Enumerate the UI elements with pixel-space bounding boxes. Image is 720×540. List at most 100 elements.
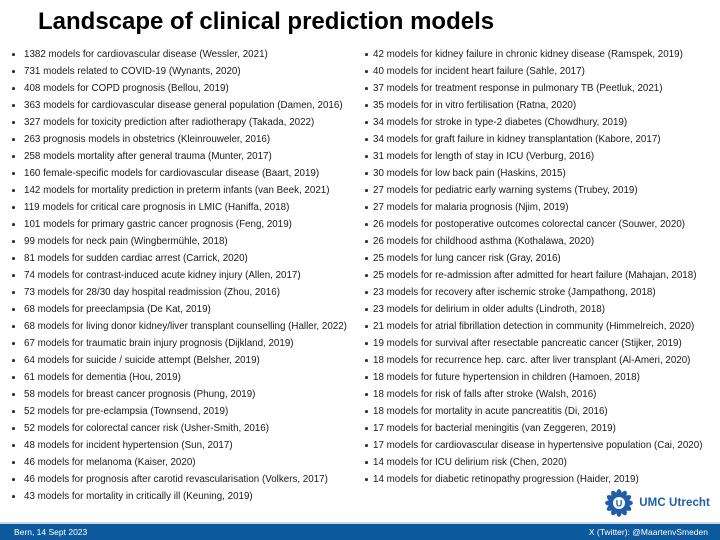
list-item: 18 models for mortality in acute pancrea… <box>364 403 716 420</box>
list-item-text: 74 models for contrast-induced acute kid… <box>24 270 301 281</box>
list-item-text: 37 models for treatment response in pulm… <box>373 83 663 94</box>
list-item-text: 258 models mortality after general traum… <box>24 151 272 162</box>
list-item: 30 models for low back pain (Haskins, 20… <box>364 165 716 182</box>
list-item: 17 models for bacterial meningitis (van … <box>364 420 716 437</box>
bullet-icon <box>12 444 15 447</box>
list-item-text: 26 models for childhood asthma (Kothalaw… <box>373 236 595 247</box>
list-item-text: 30 models for low back pain (Haskins, 20… <box>373 168 566 179</box>
footer-bar: Bern, 14 Sept 2023 X (Twitter): @Maarten… <box>0 522 720 540</box>
bullet-icon <box>365 223 368 226</box>
footer-date: Bern, 14 Sept 2023 <box>14 527 88 537</box>
bullet-icon <box>12 325 15 328</box>
footer-twitter-handle: X (Twitter): @MaartenvSmeden <box>588 527 708 537</box>
list-item: 34 models for graft failure in kidney tr… <box>364 131 716 148</box>
list-item-text: 18 models for risk of falls after stroke… <box>373 389 597 400</box>
bullet-icon <box>12 359 15 362</box>
list-item: 37 models for treatment response in pulm… <box>364 80 716 97</box>
list-item: 23 models for recovery after ischemic st… <box>364 284 716 301</box>
bullet-icon <box>365 87 368 90</box>
bullet-icon <box>12 393 15 396</box>
list-item-text: 81 models for sudden cardiac arrest (Car… <box>24 253 248 264</box>
bullet-icon <box>365 206 368 209</box>
list-item: 363 models for cardiovascular disease ge… <box>11 97 361 114</box>
list-item: 14 models for diabetic retinopathy progr… <box>364 471 716 488</box>
list-item: 25 models for re-admission after admitte… <box>364 267 716 284</box>
list-item: 263 prognosis models in obstetrics (Klei… <box>11 131 361 148</box>
bullet-icon <box>12 172 15 175</box>
list-item-text: 73 models for 28/30 day hospital readmis… <box>24 287 280 298</box>
list-item: 48 models for incident hypertension (Sun… <box>11 437 361 454</box>
bullet-icon <box>365 240 368 243</box>
list-item-text: 17 models for bacterial meningitis (van … <box>373 423 616 434</box>
list-item: 35 models for in vitro fertilisation (Ra… <box>364 97 716 114</box>
list-item-text: 101 models for primary gastric cancer pr… <box>24 219 292 230</box>
list-item: 408 models for COPD prognosis (Bellou, 2… <box>11 80 361 97</box>
list-item: 61 models for dementia (Hou, 2019) <box>11 369 361 386</box>
list-item: 731 models related to COVID-19 (Wynants,… <box>11 63 361 80</box>
bullet-icon <box>365 393 368 396</box>
page-title: Landscape of clinical prediction models <box>38 8 495 35</box>
list-item: 46 models for melanoma (Kaiser, 2020) <box>11 454 361 471</box>
bullet-columns: 1382 models for cardiovascular disease (… <box>0 46 720 516</box>
bullet-icon <box>365 70 368 73</box>
list-item-text: 64 models for suicide / suicide attempt … <box>24 355 260 366</box>
list-item: 142 models for mortality prediction in p… <box>11 182 361 199</box>
list-item: 31 models for length of stay in ICU (Ver… <box>364 148 716 165</box>
list-item-text: 25 models for lung cancer risk (Gray, 20… <box>373 253 561 264</box>
list-item: 58 models for breast cancer prognosis (P… <box>11 386 361 403</box>
list-item: 27 models for pediatric early warning sy… <box>364 182 716 199</box>
bullet-icon <box>365 461 368 464</box>
bullet-icon <box>12 495 15 498</box>
bullet-icon <box>365 257 368 260</box>
list-item: 160 female-specific models for cardiovas… <box>11 165 361 182</box>
list-item-text: 42 models for kidney failure in chronic … <box>373 49 683 60</box>
list-item-text: 23 models for recovery after ischemic st… <box>373 287 656 298</box>
list-item: 46 models for prognosis after carotid re… <box>11 471 361 488</box>
bullet-icon <box>12 240 15 243</box>
list-item: 26 models for childhood asthma (Kothalaw… <box>364 233 716 250</box>
bullet-icon <box>12 342 15 345</box>
logo-letter: U <box>616 498 623 508</box>
list-item-text: 263 prognosis models in obstetrics (Klei… <box>24 134 271 145</box>
bullet-icon <box>12 70 15 73</box>
bullet-icon <box>12 53 15 56</box>
bullet-icon <box>365 155 368 158</box>
list-item: 119 models for critical care prognosis i… <box>11 199 361 216</box>
bullet-icon <box>12 376 15 379</box>
bullet-icon <box>12 121 15 124</box>
bullet-icon <box>365 359 368 362</box>
bullet-icon <box>365 104 368 107</box>
list-item-text: 58 models for breast cancer prognosis (P… <box>24 389 256 400</box>
list-item: 73 models for 28/30 day hospital readmis… <box>11 284 361 301</box>
list-item: 68 models for living donor kidney/liver … <box>11 318 361 335</box>
bullet-icon <box>365 410 368 413</box>
list-item-text: 52 models for colorectal cancer risk (Us… <box>24 423 270 434</box>
list-item-text: 363 models for cardiovascular disease ge… <box>24 100 343 111</box>
list-item-text: 18 models for future hypertension in chi… <box>373 372 640 383</box>
bullet-icon <box>365 325 368 328</box>
bullet-icon <box>12 274 15 277</box>
bullet-icon <box>12 138 15 141</box>
list-item: 99 models for neck pain (Wingbermühle, 2… <box>11 233 361 250</box>
list-item-text: 26 models for postoperative outcomes col… <box>373 219 686 230</box>
list-item-text: 17 models for cardiovascular disease in … <box>373 440 703 451</box>
bullet-icon <box>365 291 368 294</box>
list-item-text: 21 models for atrial fibrillation detect… <box>373 321 695 332</box>
bullet-icon <box>365 121 368 124</box>
bullet-icon <box>365 274 368 277</box>
list-item-text: 731 models related to COVID-19 (Wynants,… <box>24 66 241 77</box>
bullet-icon <box>365 308 368 311</box>
list-item: 68 models for preeclampsia (De Kat, 2019… <box>11 301 361 318</box>
list-item-text: 43 models for mortality in critically il… <box>24 491 253 502</box>
bullet-icon <box>365 189 368 192</box>
bullet-icon <box>365 172 368 175</box>
list-item: 43 models for mortality in critically il… <box>11 488 361 505</box>
list-item-text: 34 models for graft failure in kidney tr… <box>373 134 661 145</box>
list-item-text: 1382 models for cardiovascular disease (… <box>24 49 268 60</box>
list-item-text: 14 models for diabetic retinopathy progr… <box>373 474 639 485</box>
list-item-text: 35 models for in vitro fertilisation (Ra… <box>373 100 577 111</box>
bullet-icon <box>12 104 15 107</box>
bullet-icon <box>12 206 15 209</box>
list-item: 27 models for malaria prognosis (Njim, 2… <box>364 199 716 216</box>
bullet-icon <box>12 478 15 481</box>
